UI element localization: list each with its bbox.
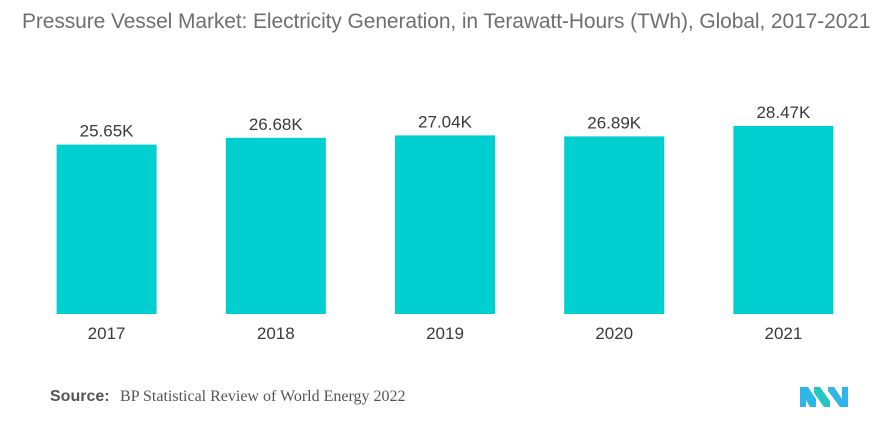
- data-label-2019: 27.04K: [418, 112, 473, 131]
- bar-2017: [56, 144, 157, 314]
- bar-2018: [225, 137, 326, 314]
- x-tick-label-2018: 2018: [257, 324, 295, 343]
- x-tick-label-2021: 2021: [764, 324, 802, 343]
- data-label-2020: 26.89K: [587, 113, 642, 132]
- data-label-2017: 25.65K: [80, 122, 135, 141]
- source-text: BP Statistical Review of World Energy 20…: [120, 388, 406, 405]
- data-label-2018: 26.68K: [249, 115, 304, 134]
- brand-logo-icon: [800, 383, 848, 412]
- source-label: Source:: [50, 388, 110, 405]
- x-tick-label-2017: 2017: [88, 324, 126, 343]
- data-label-2021: 28.47K: [756, 103, 811, 122]
- chart-title: Pressure Vessel Market: Electricity Gene…: [22, 10, 871, 33]
- x-tick-label-2020: 2020: [595, 324, 633, 343]
- bar-2020: [564, 136, 665, 314]
- bar-2019: [395, 135, 495, 314]
- source-line: Source: BP Statistical Review of World E…: [50, 388, 406, 406]
- bar-chart: 25.65K 2017 26.68K 2018 27.04K 2019 26.89K 2020…: [56, 103, 834, 343]
- x-tick-label-2019: 2019: [426, 324, 464, 343]
- bar-2021: [733, 126, 834, 314]
